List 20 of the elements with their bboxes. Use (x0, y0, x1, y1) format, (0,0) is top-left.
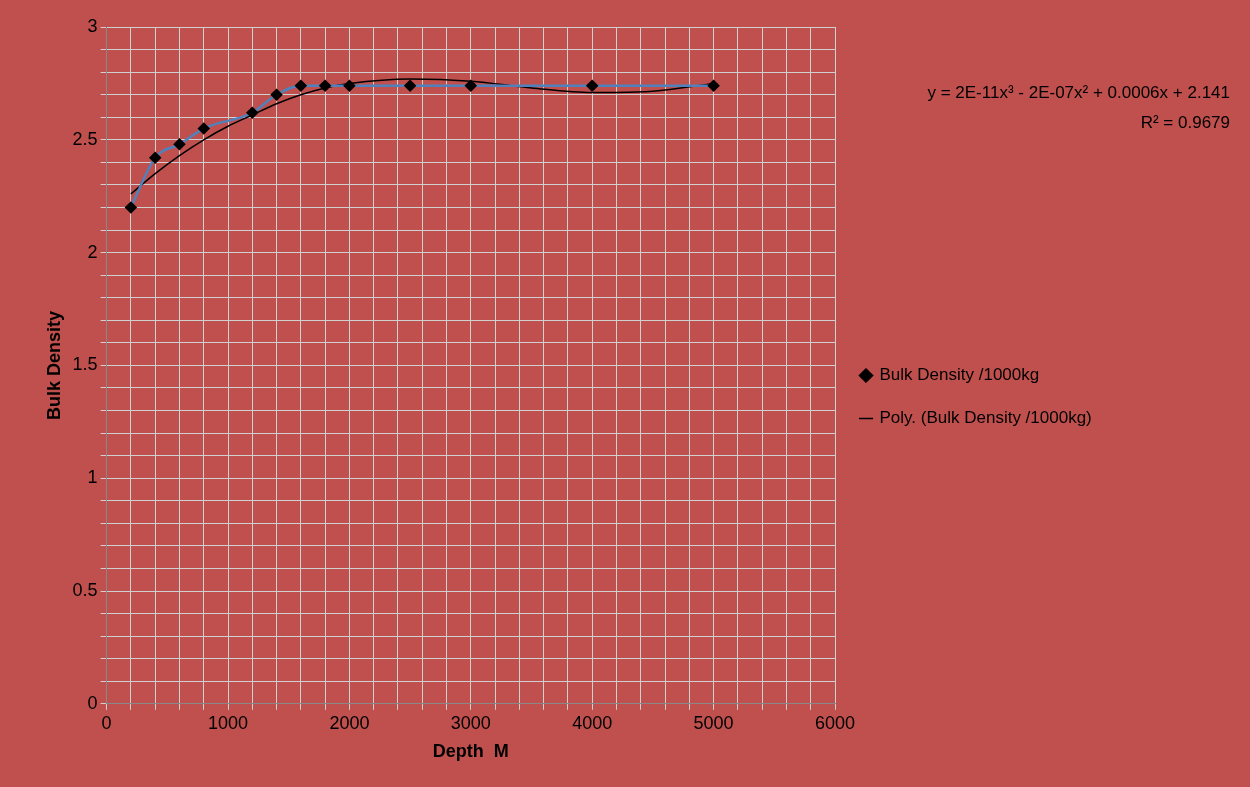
x-tick-label: 3000 (450, 712, 491, 733)
y-tick-label: 0 (87, 692, 98, 713)
x-tick-label: 1000 (208, 712, 249, 733)
x-axis-title: Depth M (432, 741, 509, 762)
legend-label: Poly. (Bulk Density /1000kg) (879, 408, 1092, 428)
y-tick-label: 2.5 (72, 128, 98, 149)
y-tick-label: 2 (87, 241, 98, 262)
text: y = 2E-11x³ - 2E-07x² + 0.0006x + 2.141 (927, 82, 1230, 102)
y-tick-label: 0.5 (72, 579, 98, 600)
y-tick-label: 1 (87, 467, 98, 488)
y-tick-label: 1.5 (72, 354, 98, 375)
y-tick-label: 3 (87, 15, 98, 36)
text: R² = 0.9679 (1140, 112, 1230, 132)
x-tick-label: 0 (101, 712, 112, 733)
x-tick-label: 4000 (572, 712, 613, 733)
y-axis-title: Bulk Density (43, 310, 64, 420)
x-tick-label: 6000 (814, 712, 856, 733)
x-tick-label: 2000 (329, 712, 370, 733)
legend-label: Bulk Density /1000kg (879, 365, 1040, 385)
x-tick-label: 5000 (693, 712, 734, 733)
